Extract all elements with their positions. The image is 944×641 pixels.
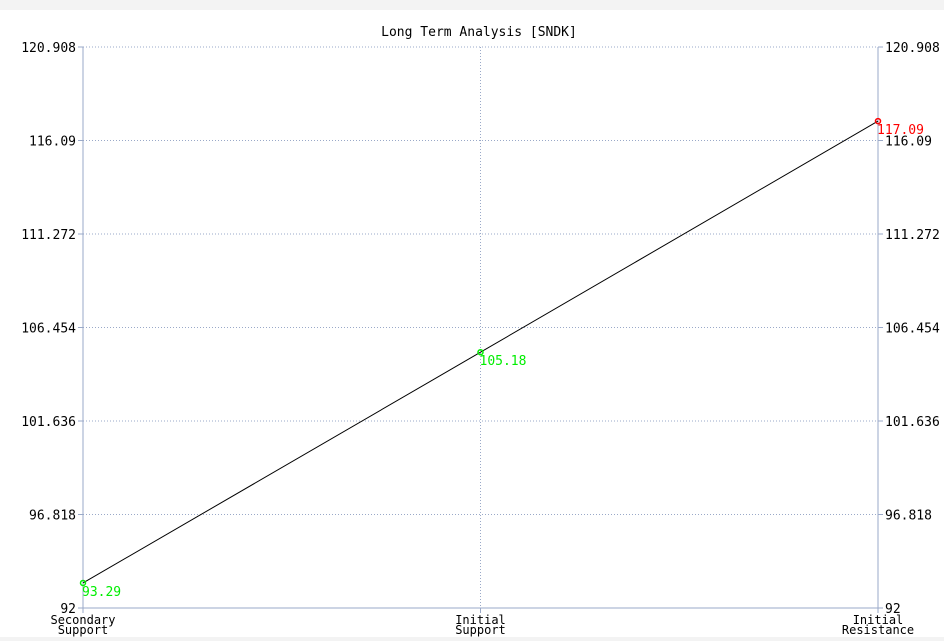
chart-title: Long Term Analysis [SNDK] — [381, 25, 577, 40]
y-tick-label-right: 116.09 — [885, 135, 932, 150]
y-tick-label-right: 111.272 — [885, 228, 940, 243]
x-tick-label-line: Support — [455, 623, 506, 637]
y-tick-label-right: 101.636 — [885, 415, 940, 430]
data-labels: 93.29 105.18 117.09 — [82, 123, 924, 600]
y-tick-label-left: 111.272 — [21, 228, 76, 243]
y-tick-label-right: 106.454 — [885, 322, 940, 337]
y-tick-label-left: 116.09 — [29, 135, 76, 150]
chart-background — [0, 10, 944, 637]
data-label: 93.29 — [82, 585, 121, 600]
x-tick-label-line: Secondary — [50, 613, 115, 627]
x-tick-label-line: Support — [58, 623, 109, 637]
y-tick-label-left: 96.818 — [29, 509, 76, 524]
series-line — [82, 120, 879, 584]
y-tick-label-left: 120.908 — [21, 41, 76, 56]
data-point — [874, 117, 882, 125]
y-tick-labels-left: 92 96.818 101.636 106.454 111.272 116.09 120.9… — [21, 41, 76, 617]
y-tick-label-right: 120.908 — [885, 41, 940, 56]
x-tick-label: Secondary Support — [50, 613, 115, 637]
data-label: 105.18 — [480, 354, 527, 369]
series — [82, 120, 879, 584]
x-tick-label: Initial Resistance — [842, 613, 914, 637]
data-point — [79, 579, 87, 587]
y-tick-label-left: 92 — [60, 602, 76, 617]
data-label: 117.09 — [877, 123, 924, 138]
y-tick-labels-right: 92 96.818 101.636 106.454 111.272 116.09 120.9… — [885, 41, 940, 617]
x-tick-label: Initial Support — [455, 613, 506, 637]
y-tick-label-left: 101.636 — [21, 415, 76, 430]
data-points — [79, 117, 882, 587]
axes — [78, 46, 883, 613]
y-tick-label-right: 92 — [885, 602, 901, 617]
y-tick-label-right: 96.818 — [885, 509, 932, 524]
y-tick-label-left: 106.454 — [21, 322, 76, 337]
data-point — [477, 348, 484, 356]
x-tick-label-line: Resistance — [842, 623, 914, 637]
x-tick-label-line: Initial — [455, 613, 506, 627]
x-tick-label-line: Initial — [853, 613, 904, 627]
